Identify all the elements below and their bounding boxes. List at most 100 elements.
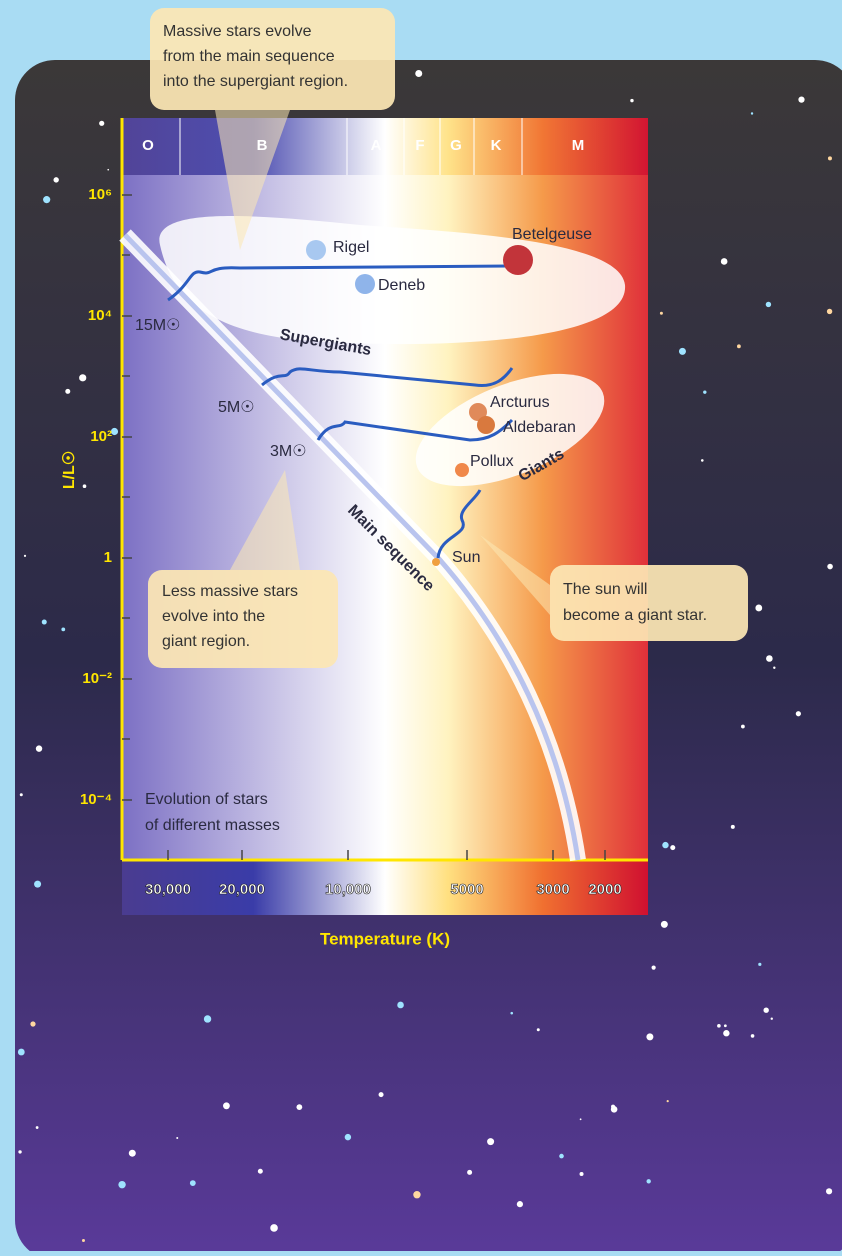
background-star	[43, 196, 51, 204]
background-star	[107, 168, 110, 171]
supergiant-region	[159, 216, 626, 345]
x-tick-label: 2000	[588, 881, 621, 898]
spectral-bar	[122, 118, 648, 175]
background-star	[296, 1104, 303, 1111]
background-star	[257, 1168, 263, 1174]
background-star	[758, 962, 762, 966]
background-star	[795, 711, 801, 717]
background-star	[579, 1118, 582, 1121]
star-sun	[432, 558, 440, 566]
y-tick-label: 10⁻²	[82, 670, 112, 687]
background-star	[110, 427, 119, 436]
background-star	[487, 1138, 495, 1146]
background-star	[750, 1034, 755, 1038]
background-star	[651, 965, 656, 970]
background-star	[723, 1024, 727, 1028]
background-star	[413, 1191, 421, 1199]
temperature-bar	[122, 860, 648, 915]
svg-text:Less massive stars: Less massive stars	[162, 583, 298, 600]
background-star	[35, 745, 43, 752]
background-star	[703, 390, 707, 394]
svg-text:Massive stars evolve: Massive stars evolve	[163, 23, 312, 40]
background-star	[510, 1011, 514, 1015]
star-rigel	[306, 240, 326, 260]
svg-text:Temperature (K): Temperature (K)	[320, 929, 450, 948]
y-tick-label: 10²	[90, 428, 112, 445]
background-star	[270, 1224, 278, 1232]
svg-text:Aldebaran: Aldebaran	[503, 419, 576, 436]
svg-text:Pollux: Pollux	[470, 453, 514, 470]
star-arcturus	[469, 403, 487, 421]
x-tick-label: 5000	[450, 881, 483, 898]
x-tick-label: 30,000	[145, 881, 191, 898]
star-deneb	[355, 274, 375, 294]
spectral-class: K	[491, 137, 502, 154]
main-sequence-core	[123, 233, 581, 861]
tracks	[167, 264, 516, 559]
background-star	[516, 1201, 523, 1208]
background-star	[717, 1024, 721, 1028]
background-star	[559, 1153, 564, 1159]
background-star	[766, 655, 773, 662]
background-star	[765, 301, 772, 308]
star-betelgeuse	[503, 245, 533, 275]
svg-text:Arcturus: Arcturus	[490, 394, 550, 411]
background-star	[773, 666, 776, 669]
background-star	[467, 1169, 473, 1175]
background-star	[740, 724, 745, 729]
background-star	[660, 920, 668, 928]
background-star	[17, 1048, 25, 1056]
spectral-class: A	[371, 137, 382, 154]
background-star	[750, 112, 754, 115]
background-star	[61, 627, 66, 632]
star-aldebaran	[477, 416, 495, 434]
svg-text:The sun will: The sun will	[563, 581, 647, 598]
background-star	[415, 69, 423, 77]
svg-text:Deneb: Deneb	[378, 277, 425, 294]
background-star	[827, 156, 832, 161]
giant-region	[415, 373, 605, 487]
spectral-class: G	[450, 137, 462, 154]
background-star	[670, 845, 676, 851]
background-star	[666, 1100, 669, 1103]
background-star	[23, 554, 27, 557]
spectral-class: B	[257, 137, 268, 154]
svg-text:giant region.: giant region.	[162, 633, 250, 650]
background-star	[30, 1021, 36, 1027]
background-star	[646, 1033, 654, 1041]
svg-text:L/L☉: L/L☉	[61, 451, 78, 489]
svg-text:into the supergiant region.: into the supergiant region.	[163, 73, 348, 90]
svg-text:become a giant star.: become a giant star.	[563, 607, 707, 624]
background-star	[81, 1239, 85, 1243]
star-pollux	[455, 463, 469, 477]
svg-text:evolve into the: evolve into the	[162, 608, 265, 625]
background-star	[723, 1030, 730, 1037]
background-star	[79, 374, 87, 382]
background-star	[646, 1179, 651, 1184]
background-star	[763, 1007, 769, 1013]
starfield	[17, 69, 833, 1243]
background-star	[128, 1149, 136, 1157]
background-star	[378, 1092, 384, 1098]
background-star	[53, 177, 59, 183]
background-star	[798, 96, 805, 103]
background-star	[662, 841, 669, 849]
background-star	[397, 1001, 404, 1009]
background-star	[678, 347, 686, 355]
background-star	[223, 1102, 230, 1110]
svg-text:15M☉: 15M☉	[135, 317, 180, 334]
background-star	[344, 1133, 352, 1141]
svg-text:5M☉: 5M☉	[218, 399, 255, 416]
background-star	[610, 1105, 618, 1113]
background-star	[118, 1180, 126, 1189]
background-star	[82, 484, 87, 489]
svg-text:Betelgeuse: Betelgeuse	[512, 226, 592, 243]
background-star	[720, 258, 728, 265]
background-star	[579, 1171, 584, 1176]
y-tick-label: 10⁻⁴	[80, 791, 112, 808]
background-star	[770, 1017, 773, 1020]
y-tick-label: 10⁶	[88, 186, 112, 203]
spectral-class: F	[415, 137, 424, 154]
background-star	[659, 311, 663, 315]
